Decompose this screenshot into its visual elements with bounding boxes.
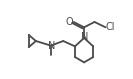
Text: Cl: Cl (106, 22, 115, 32)
Text: N: N (48, 41, 55, 51)
Text: O: O (66, 17, 74, 27)
Text: N: N (81, 32, 88, 42)
